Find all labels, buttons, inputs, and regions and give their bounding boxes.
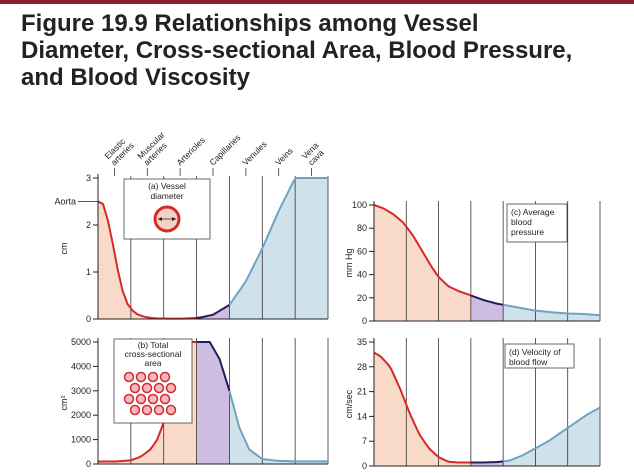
slide-title-line-1: Figure 19.9 Relationships among Vessel [21,10,479,37]
capillary-cross-section-icon [159,371,171,383]
capillary-cross-section-icon [141,382,153,394]
capillary-curve [196,304,230,319]
panel-title-line: (c) Average [511,207,555,217]
venous-curve [228,390,328,463]
y-axis-label: mm Hg [344,249,354,278]
panel-title-box [504,343,575,369]
capillary-fill-area [196,342,230,464]
panel-title-line: (a) Vessel [148,181,186,191]
arterial-fill-area [98,342,197,464]
panel-title-line: (b) Total [138,340,169,350]
y-tick-label: 14 [357,411,367,421]
capillary-cross-section-icon [135,371,147,383]
y-tick-label: 5000 [71,337,91,347]
y-tick-label: 2 [86,220,91,230]
capillary-cross-section-icon [147,393,159,405]
vessel-label: Arterioles [174,135,206,167]
vessel-label-line: Capillaries [207,132,242,167]
capillary-cross-section-icon [141,404,153,416]
arterial-fill-area [374,205,471,321]
capillary-cross-section-icon [159,393,171,405]
aorta-label: Aorta [54,197,76,207]
y-tick-label: 0 [362,316,367,326]
panel-title-line: blood [511,217,532,227]
capillary-curve [470,460,504,464]
panel-title-line: diameter [150,191,183,201]
venous-curve [502,303,601,317]
arterial-curve [373,351,471,464]
y-tick-label: 0 [362,461,367,471]
y-tick-label: 1000 [71,435,91,445]
slide-title-line-2: Diameter, Cross-sectional Area, Blood Pr… [21,37,573,64]
chart-panel-b: 0 1000 2000 3000 4000 5000 cm² (b) Totalcross-s… [59,337,329,469]
arterial-fill-area [374,352,471,466]
y-tick-label: 60 [357,246,367,256]
y-tick-label: 21 [357,387,367,397]
panel-title-line: blood flow [509,357,548,367]
capillary-cross-section-icon [153,382,165,394]
diameter-arrowhead-icon [158,217,176,221]
vessel-label-line: Venules [240,139,268,167]
slide-title-line-3: and Blood Viscosity [21,64,250,91]
y-tick-label: 28 [357,362,367,372]
vessel-label: Capillaries [207,132,242,167]
y-tick-label: 3 [86,173,91,183]
capillary-fill-area [196,304,230,319]
capillary-cross-section-icon [129,404,141,416]
slide-top-strip [0,0,634,4]
slide-title: Figure 19.9 Relationships among Vessel D… [21,10,631,91]
y-tick-label: 35 [357,337,367,347]
panel-title-box [506,203,568,243]
vessel-label: Venules [240,139,268,167]
capillary-cross-section-icon [123,371,135,383]
y-axis-label: cm² [59,396,69,411]
vessel-label-line: Arterioles [174,135,206,167]
y-tick-label: 100 [352,200,367,210]
y-tick-label: 0 [86,459,91,469]
capillary-cross-section-icon [129,382,141,394]
chart-panel-c: 0 20 40 60 80 100 mm Hg (c) Averagebloodpressur… [344,200,601,326]
capillary-cross-section-icon [123,393,135,405]
y-axis-label: cm/sec [344,389,354,418]
capillary-cross-section-icon [153,404,165,416]
vessel-label: Veins [273,146,295,168]
panel-title-line: area [144,358,161,368]
y-tick-label: 2000 [71,410,91,420]
venous-fill-area [229,178,328,319]
y-tick-label: 7 [362,436,367,446]
vessel-label-line: Veins [273,146,295,168]
venous-curve [503,406,601,463]
capillary-cross-section-icon [135,393,147,405]
panel-title-line: pressure [511,227,544,237]
y-tick-label: 40 [357,270,367,280]
y-tick-label: 3000 [71,386,91,396]
arterial-curve [373,204,472,297]
venous-fill-area [229,390,328,464]
capillary-curve [196,341,231,392]
capillary-cross-section-icon [165,382,177,394]
capillary-fill-area [470,295,504,321]
venous-curve [228,177,328,306]
capillary-cross-section-icon [165,404,177,416]
venous-fill-area [503,407,600,466]
panel-title-line: cross-sectional [125,349,182,359]
panel-title-line: (d) Velocity of [509,347,561,357]
y-tick-label: 1 [86,267,91,277]
capillary-cross-section-icon [147,371,159,383]
y-axis-label: cm [59,243,69,255]
arterial-fill-area [98,201,197,319]
y-tick-label: 80 [357,223,367,233]
y-tick-label: 20 [357,293,367,303]
capillary-curve [470,294,504,306]
y-tick-label: 0 [86,314,91,324]
y-tick-label: 4000 [71,361,91,371]
